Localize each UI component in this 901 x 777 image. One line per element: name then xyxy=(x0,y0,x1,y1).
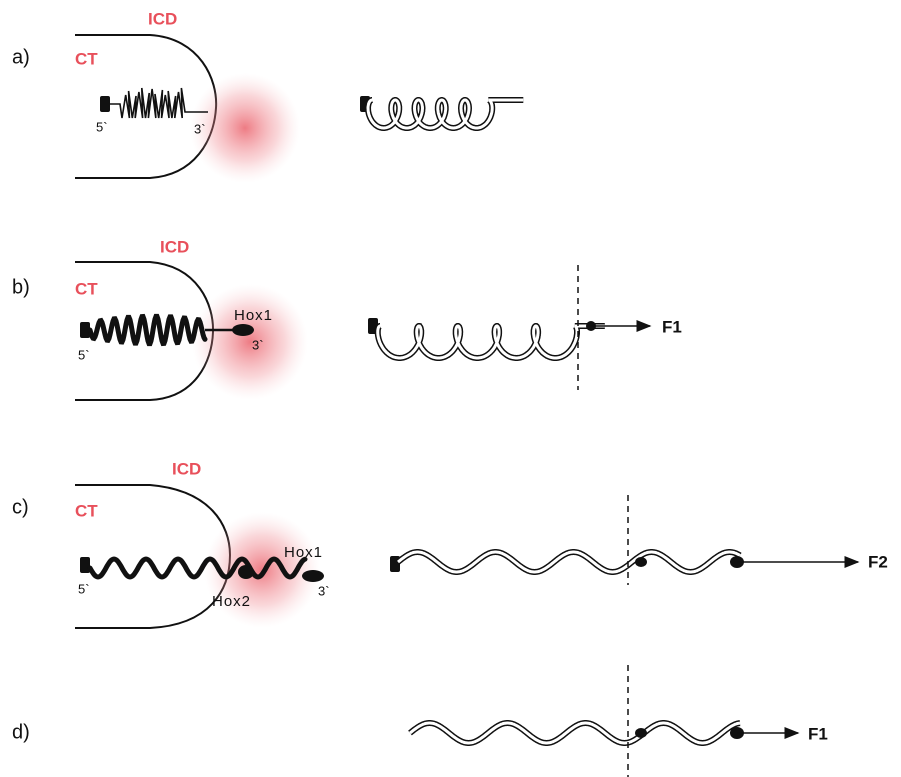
panel-label: a) xyxy=(12,46,30,68)
ct-label: CT xyxy=(75,501,98,520)
fiber-fill xyxy=(397,550,741,574)
hox1-label: Hox1 xyxy=(234,307,273,324)
fiber xyxy=(408,720,741,746)
three-prime: 3` xyxy=(318,583,330,598)
five-prime: 5` xyxy=(78,581,90,596)
three-prime: 3` xyxy=(252,337,264,352)
panel-label: d) xyxy=(12,721,30,743)
panel-b: b) ICD CT 5` 3` Hox1 F1 xyxy=(12,237,682,401)
gene-dot xyxy=(635,728,647,738)
coil-fill xyxy=(366,98,524,130)
icd-label: ICD xyxy=(172,459,201,478)
glow xyxy=(192,284,308,400)
anchor xyxy=(80,322,90,338)
five-prime: 5` xyxy=(78,347,90,362)
panel-c: c) ICD CT 5` 3` Hox1 Hox2 F2 xyxy=(12,459,888,629)
panel-d: d) F1 xyxy=(12,665,828,777)
output-label: F2 xyxy=(868,552,888,571)
icd-label: ICD xyxy=(160,237,189,256)
coil xyxy=(374,323,605,361)
fiber xyxy=(396,549,742,575)
hox1-label: Hox1 xyxy=(284,544,323,561)
chromatin xyxy=(87,556,308,580)
fiber-fill xyxy=(409,721,741,745)
three-prime: 3` xyxy=(194,121,206,136)
ct-label: CT xyxy=(75,49,98,68)
coil xyxy=(365,97,524,131)
icd-label: ICD xyxy=(148,9,177,28)
chromatin xyxy=(110,87,208,119)
panel-label: c) xyxy=(12,496,29,518)
ct-label: CT xyxy=(75,279,98,298)
output-label: F1 xyxy=(662,317,682,336)
output-label: F1 xyxy=(808,724,828,743)
glow xyxy=(190,73,300,183)
hox2-gene xyxy=(238,565,254,579)
five-prime: 5` xyxy=(96,119,108,134)
anchor xyxy=(100,96,110,112)
anchor xyxy=(80,557,90,573)
panel-label: b) xyxy=(12,276,30,298)
panel-a: a) ICD CT 5` 3` xyxy=(12,9,524,183)
gene-dot xyxy=(635,557,647,567)
coil-fill xyxy=(376,324,605,360)
hox1-gene xyxy=(232,324,254,336)
hox2-label: Hox2 xyxy=(212,593,251,610)
hox1-gene xyxy=(302,570,324,582)
chromatin xyxy=(87,313,208,347)
